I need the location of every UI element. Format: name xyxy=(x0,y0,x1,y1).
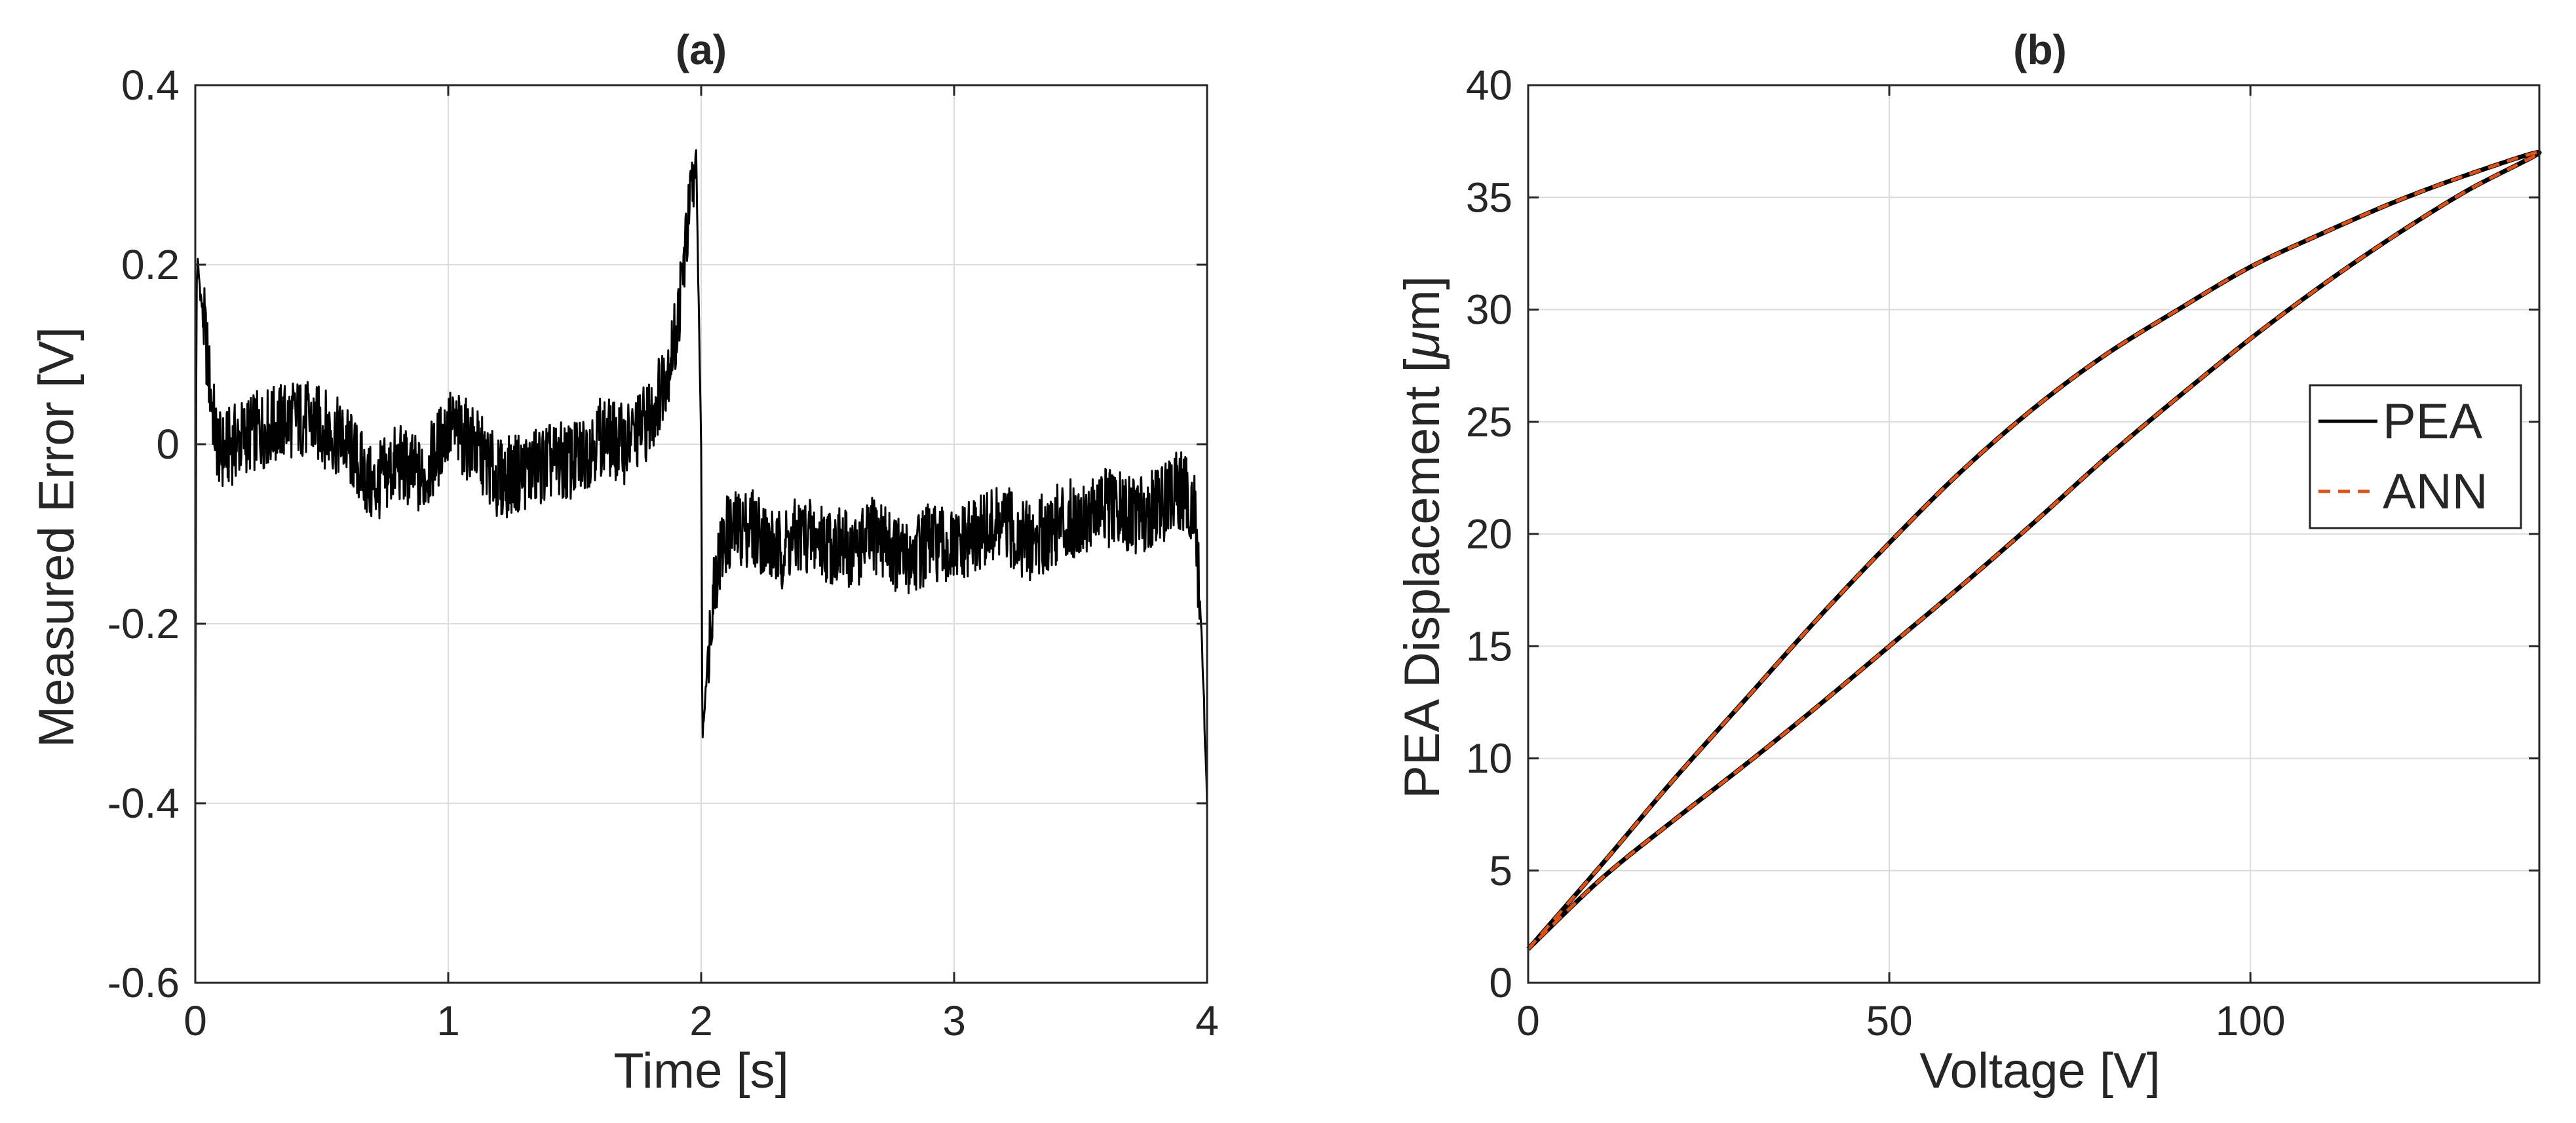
y-tick-label: -0.6 xyxy=(107,959,180,1006)
legend-box xyxy=(2309,384,2522,529)
panel-a: (a) 0 1 2 3 4 -0.6 -0.4 -0.2 0 0.2 0.4 Time [s] Me… xyxy=(29,26,1219,1099)
panel-b-ticks: 0 50 100 0 5 10 15 20 25 30 35 40 xyxy=(1466,62,2539,1044)
x-tick-label: 2 xyxy=(689,997,713,1044)
panel-a-x-axis-label: Time [s] xyxy=(613,1043,788,1099)
series-line-panel-0-0 xyxy=(194,149,1208,812)
x-tick-label: 0 xyxy=(1516,997,1540,1044)
panel-b-title: (b) xyxy=(2013,26,2067,73)
y-tick-label: 30 xyxy=(1466,286,1512,333)
x-tick-label: 100 xyxy=(2216,997,2286,1044)
y-tick-label: 35 xyxy=(1466,174,1512,221)
panel-b-y-axis-label-prefix: PEA Displacement [ xyxy=(1394,358,1450,799)
legend-label-ann: ANN xyxy=(2383,464,2488,520)
y-tick-label: 15 xyxy=(1466,622,1512,670)
panel-b-x-axis-label: Voltage [V] xyxy=(1919,1043,2161,1099)
x-tick-label: 50 xyxy=(1866,997,1912,1044)
panel-b-y-axis-label-mu: μ xyxy=(1394,332,1450,360)
y-tick-label: 25 xyxy=(1466,398,1512,446)
y-tick-label: 5 xyxy=(1489,847,1512,894)
x-tick-label: 3 xyxy=(942,997,966,1044)
panel-b-y-axis-label-suffix: m] xyxy=(1394,276,1450,331)
y-tick-label: 40 xyxy=(1466,62,1512,109)
series-line-ann xyxy=(1527,150,2541,951)
legend-label-pea: PEA xyxy=(2383,394,2482,449)
y-tick-label: 10 xyxy=(1466,735,1512,782)
y-tick-label: 0 xyxy=(156,421,180,468)
y-tick-label: 0 xyxy=(1489,959,1512,1006)
y-tick-label: 0.2 xyxy=(121,241,180,288)
panel-a-series-group xyxy=(194,149,1208,812)
y-tick-label: 0.4 xyxy=(121,62,180,109)
panel-b: (b) 0 50 100 0 5 10 15 20 25 30 35 40 Voltage [V] P… xyxy=(1394,26,2542,1099)
panel-b-legend: PEA ANN xyxy=(2309,384,2522,529)
x-tick-label: 4 xyxy=(1195,997,1219,1044)
y-tick-label: 20 xyxy=(1466,510,1512,558)
x-tick-label: 0 xyxy=(183,997,207,1044)
panel-a-y-axis-label: Measured Error [V] xyxy=(29,327,85,748)
y-tick-label: -0.2 xyxy=(107,600,180,647)
panel-b-y-axis-label: PEA Displacement [μm] xyxy=(1394,276,1450,799)
panel-a-ticks: 0 1 2 3 4 -0.6 -0.4 -0.2 0 0.2 0.4 xyxy=(107,62,1219,1044)
x-tick-label: 1 xyxy=(436,997,460,1044)
y-tick-label: -0.4 xyxy=(107,780,180,827)
panel-a-title: (a) xyxy=(676,26,727,73)
